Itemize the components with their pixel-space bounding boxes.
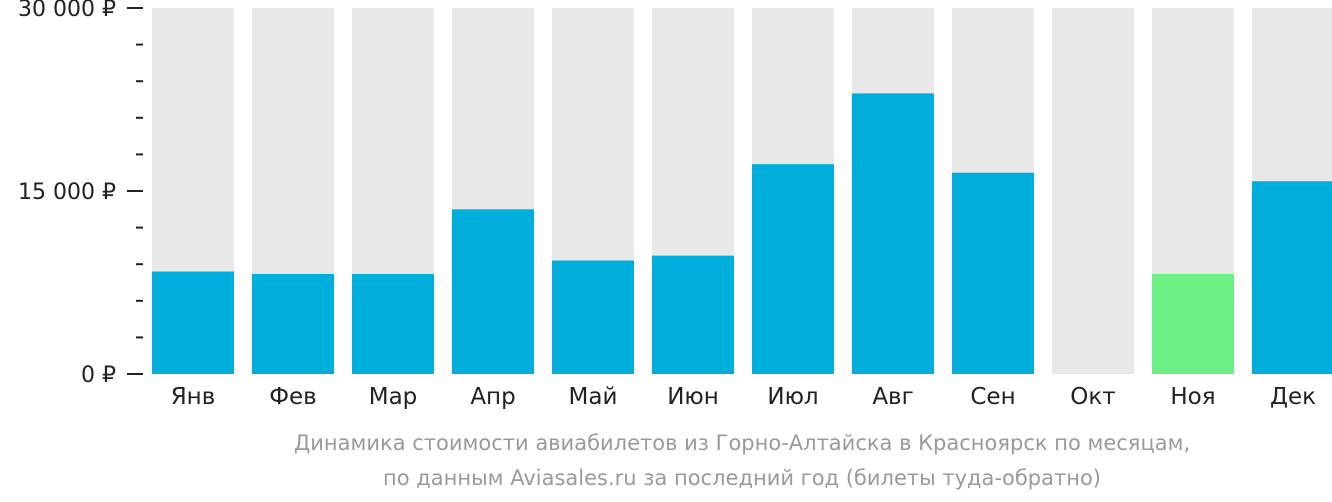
bar: [852, 93, 934, 375]
x-tick-label: Окт: [1070, 384, 1115, 410]
bar: [652, 255, 734, 374]
bar: [252, 273, 334, 374]
chart-caption-line-2: по данным Aviasales.ru за последний год …: [383, 466, 1101, 490]
bar-track: [1052, 8, 1134, 374]
x-tick-label: Июл: [767, 384, 818, 410]
x-tick-label: Июн: [667, 384, 719, 410]
y-tick-label: 0 ₽: [81, 363, 116, 388]
x-tick-label: Май: [569, 384, 618, 410]
x-tick-label: Фев: [269, 384, 317, 410]
x-tick-label: Ноя: [1170, 384, 1215, 410]
x-tick-label: Мар: [369, 384, 418, 410]
bar: [752, 164, 834, 374]
chart-caption-line-1: Динамика стоимости авиабилетов из Горно-…: [293, 431, 1191, 455]
x-tick-label: Сен: [970, 384, 1015, 410]
bar: [952, 172, 1034, 374]
bar-highlight: [1152, 273, 1234, 374]
x-tick-label: Дек: [1270, 384, 1316, 410]
bar: [1252, 181, 1332, 374]
y-tick-label: 30 000 ₽: [18, 0, 116, 22]
bar: [152, 271, 234, 374]
x-tick-label: Авг: [872, 384, 913, 410]
x-tick-label: Янв: [171, 384, 216, 410]
x-tick-label: Апр: [470, 384, 515, 410]
price-bar-chart: 0 ₽ 15 000 ₽ 30 000 ₽ Янв Фев Мар Апр Май Июн Июл…: [18, 0, 1332, 410]
bar: [452, 209, 534, 374]
bar: [352, 273, 434, 374]
y-tick-label: 15 000 ₽: [18, 180, 116, 205]
bar: [552, 260, 634, 374]
